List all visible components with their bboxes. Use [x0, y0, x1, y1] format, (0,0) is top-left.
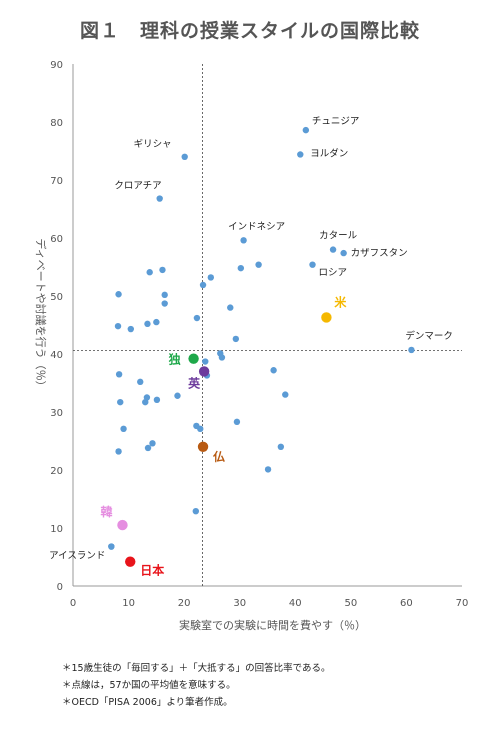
point-label: ヨルダン [310, 147, 348, 159]
data-point [297, 151, 304, 158]
data-point [115, 291, 122, 298]
y-tick-label: 70 [50, 176, 63, 187]
x-tick-label: 60 [400, 598, 413, 609]
footnote: ＊OECD「PISA 2006」より筆者作成。 [62, 697, 233, 708]
data-point [199, 281, 207, 289]
chart-title: 図１ 理科の授業スタイルの国際比較 [79, 20, 420, 42]
point-label: デンマーク [405, 330, 453, 342]
highlight-label: 英 [188, 375, 201, 390]
footnote: ＊点線は，57か国の平均値を意味する。 [62, 680, 236, 691]
highlight-point [198, 366, 210, 377]
data-point [340, 249, 347, 257]
highlight-label: 日本 [140, 563, 164, 578]
data-point [115, 448, 122, 455]
point-label: カザフスタン [351, 248, 408, 259]
data-point [181, 153, 188, 160]
data-point [218, 354, 226, 361]
data-point [137, 378, 144, 386]
y-tick-label: 90 [50, 60, 63, 71]
data-point [302, 126, 310, 134]
data-point [117, 398, 124, 406]
data-point [232, 335, 240, 343]
point-label: インドネシア [228, 221, 285, 232]
data-point [143, 394, 151, 401]
y-tick-label: 40 [50, 350, 63, 361]
data-point [329, 246, 337, 253]
data-point [149, 440, 156, 447]
point-label: クロアチア [114, 181, 161, 192]
x-tick-label: 30 [233, 598, 246, 609]
data-point [161, 300, 168, 307]
data-point [127, 325, 134, 333]
data-point [153, 318, 160, 326]
data-point [114, 322, 122, 330]
data-point [192, 507, 200, 515]
data-point [202, 358, 209, 365]
y-tick-label: 10 [50, 524, 63, 535]
data-point [156, 195, 163, 202]
data-point [237, 264, 245, 272]
data-point [233, 418, 241, 426]
y-tick-label: 20 [50, 466, 63, 477]
data-point [153, 396, 161, 404]
data-point [309, 261, 316, 268]
y-tick-label: 30 [50, 408, 63, 419]
data-point [159, 266, 166, 274]
data-point [146, 269, 153, 276]
x-tick-label: 20 [178, 598, 191, 609]
data-point [193, 314, 201, 322]
highlight-label: 韓 [100, 504, 112, 519]
point-label: カタール [319, 231, 358, 242]
data-point [240, 237, 247, 244]
data-point [264, 466, 272, 473]
data-point [174, 392, 181, 399]
highlight-point [125, 556, 136, 567]
data-point [255, 261, 262, 268]
y-tick-label: 0 [57, 582, 63, 593]
x-axis-label: 実験室での実験に時間を費やす（％） [179, 618, 366, 632]
highlight-point [197, 441, 209, 452]
x-tick-label: 70 [456, 598, 469, 609]
y-axis-label: ディベートや討議を行う（％） [34, 238, 48, 391]
footnote: ＊15歳生徒の「毎回する」＋「大抵する」の回答比率である。 [62, 663, 331, 674]
x-tick-label: 50 [344, 598, 357, 609]
highlight-label: 独 [168, 352, 181, 367]
x-tick-label: 40 [289, 598, 302, 609]
y-tick-label: 60 [50, 234, 63, 245]
footnotes: ＊15歳生徒の「毎回する」＋「大抵する」の回答比率である。 ＊点線は，57か国の… [62, 660, 331, 711]
data-point [270, 367, 277, 374]
data-point [277, 443, 285, 450]
data-point [120, 425, 127, 433]
data-point [144, 444, 152, 452]
data-point [227, 304, 234, 311]
point-label: チュニジア [312, 116, 360, 127]
point-label: ロシア [319, 268, 348, 279]
data-point [408, 346, 415, 354]
data-point [108, 543, 115, 550]
point-label: アイスランド [49, 551, 105, 562]
x-tick-label: 0 [70, 598, 76, 609]
highlight-point [321, 312, 332, 323]
data-point [282, 391, 289, 398]
highlight-label: 仏 [213, 450, 225, 464]
data-point [207, 274, 215, 281]
x-tick-label: 10 [122, 598, 135, 609]
highlight-point [117, 519, 128, 531]
highlight-label: 米 [334, 294, 347, 309]
data-point [115, 371, 123, 378]
y-tick-label: 80 [50, 118, 63, 129]
data-point [144, 320, 151, 328]
data-point [161, 291, 168, 299]
point-label: ギリシャ [134, 139, 172, 150]
y-tick-label: 50 [50, 292, 63, 303]
data-point [197, 425, 204, 433]
highlight-point [188, 353, 199, 364]
